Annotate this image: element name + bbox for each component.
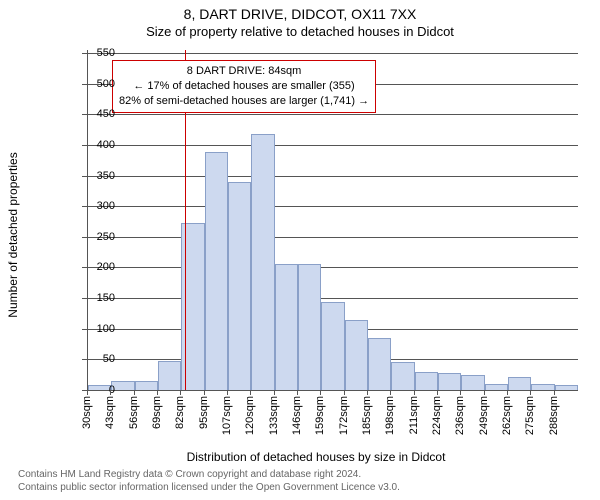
histogram-bar <box>368 338 391 390</box>
x-tick-label: 236sqm <box>454 396 466 435</box>
gridline <box>88 206 578 207</box>
x-tick-label: 133sqm <box>268 396 280 435</box>
gridline <box>88 267 578 268</box>
x-tick-label: 211sqm <box>408 396 420 434</box>
x-tick-label: 172sqm <box>338 396 350 435</box>
footer-line1: Contains HM Land Registry data © Crown c… <box>18 468 400 481</box>
y-tick-label: 450 <box>87 108 115 120</box>
x-tick-mark <box>367 390 368 395</box>
gridline <box>88 176 578 177</box>
histogram-bar <box>275 264 298 390</box>
x-tick-mark <box>414 390 415 395</box>
x-tick-mark <box>484 390 485 395</box>
y-tick-label: 50 <box>87 353 115 365</box>
x-tick-label: 275sqm <box>524 396 536 435</box>
x-tick-mark <box>297 390 298 395</box>
x-tick-label: 69sqm <box>151 396 163 429</box>
chart-container: Number of detached properties 8 DART DRI… <box>55 50 577 420</box>
x-tick-label: 146sqm <box>291 396 303 435</box>
x-axis-label: Distribution of detached houses by size … <box>55 450 577 464</box>
histogram-bar <box>321 302 344 390</box>
x-tick-mark <box>227 390 228 395</box>
y-tick-label: 500 <box>87 78 115 90</box>
x-tick-mark <box>134 390 135 395</box>
y-tick-label: 400 <box>87 139 115 151</box>
histogram-bar <box>251 134 274 390</box>
y-tick-label: 300 <box>87 200 115 212</box>
y-tick-label: 550 <box>87 47 115 59</box>
x-tick-label: 56sqm <box>128 396 140 429</box>
histogram-bar <box>298 264 321 390</box>
x-tick-mark <box>344 390 345 395</box>
histogram-bar <box>531 384 554 390</box>
histogram-bar <box>205 152 228 390</box>
y-tick-label: 350 <box>87 170 115 182</box>
histogram-bar <box>391 362 414 390</box>
x-tick-label: 95sqm <box>198 396 210 429</box>
x-tick-mark <box>157 390 158 395</box>
y-axis-label: Number of detached properties <box>6 152 20 317</box>
gridline <box>88 114 578 115</box>
x-tick-label: 224sqm <box>431 396 443 435</box>
histogram-bar <box>508 377 531 390</box>
histogram-bar <box>228 182 251 390</box>
histogram-bar <box>158 361 181 390</box>
y-tick-label: 150 <box>87 292 115 304</box>
callout-box: 8 DART DRIVE: 84sqm← 17% of detached hou… <box>112 60 376 113</box>
x-tick-label: 43sqm <box>104 396 116 429</box>
footer-line2: Contains public sector information licen… <box>18 481 400 494</box>
y-tick-label: 100 <box>87 323 115 335</box>
plot-area: 8 DART DRIVE: 84sqm← 17% of detached hou… <box>87 50 578 391</box>
histogram-bar <box>135 381 158 390</box>
callout-line2: ← 17% of detached houses are smaller (35… <box>119 79 369 94</box>
x-tick-label: 30sqm <box>81 396 93 429</box>
y-tick-label: 250 <box>87 231 115 243</box>
callout-line1: 8 DART DRIVE: 84sqm <box>119 64 369 79</box>
y-tick-label: 200 <box>87 261 115 273</box>
x-tick-label: 185sqm <box>361 396 373 435</box>
gridline <box>88 145 578 146</box>
x-tick-mark <box>390 390 391 395</box>
histogram-bar <box>345 320 368 390</box>
x-tick-label: 159sqm <box>314 396 326 435</box>
x-tick-mark <box>110 390 111 395</box>
callout-line3: 82% of semi-detached houses are larger (… <box>119 94 369 109</box>
x-tick-mark <box>554 390 555 395</box>
x-tick-label: 198sqm <box>384 396 396 435</box>
chart-subtitle: Size of property relative to detached ho… <box>0 22 600 39</box>
x-tick-mark <box>204 390 205 395</box>
x-tick-mark <box>320 390 321 395</box>
x-tick-mark <box>530 390 531 395</box>
x-tick-mark <box>180 390 181 395</box>
x-tick-label: 288sqm <box>548 396 560 435</box>
gridline <box>88 390 578 391</box>
x-tick-label: 82sqm <box>174 396 186 429</box>
histogram-bar <box>461 375 484 390</box>
histogram-bar <box>555 385 578 390</box>
gridline <box>88 237 578 238</box>
x-tick-mark <box>507 390 508 395</box>
chart-title: 8, DART DRIVE, DIDCOT, OX11 7XX <box>0 0 600 22</box>
x-tick-label: 107sqm <box>221 396 233 435</box>
x-tick-mark <box>250 390 251 395</box>
x-tick-mark <box>87 390 88 395</box>
x-tick-label: 249sqm <box>478 396 490 435</box>
histogram-bar <box>485 384 508 390</box>
x-tick-mark <box>460 390 461 395</box>
histogram-bar <box>438 373 461 390</box>
x-tick-label: 120sqm <box>244 396 256 435</box>
gridline <box>88 53 578 54</box>
histogram-bar <box>415 372 438 390</box>
x-tick-mark <box>274 390 275 395</box>
footer-attribution: Contains HM Land Registry data © Crown c… <box>18 468 400 494</box>
x-tick-label: 262sqm <box>501 396 513 435</box>
gridline <box>88 298 578 299</box>
x-tick-mark <box>437 390 438 395</box>
